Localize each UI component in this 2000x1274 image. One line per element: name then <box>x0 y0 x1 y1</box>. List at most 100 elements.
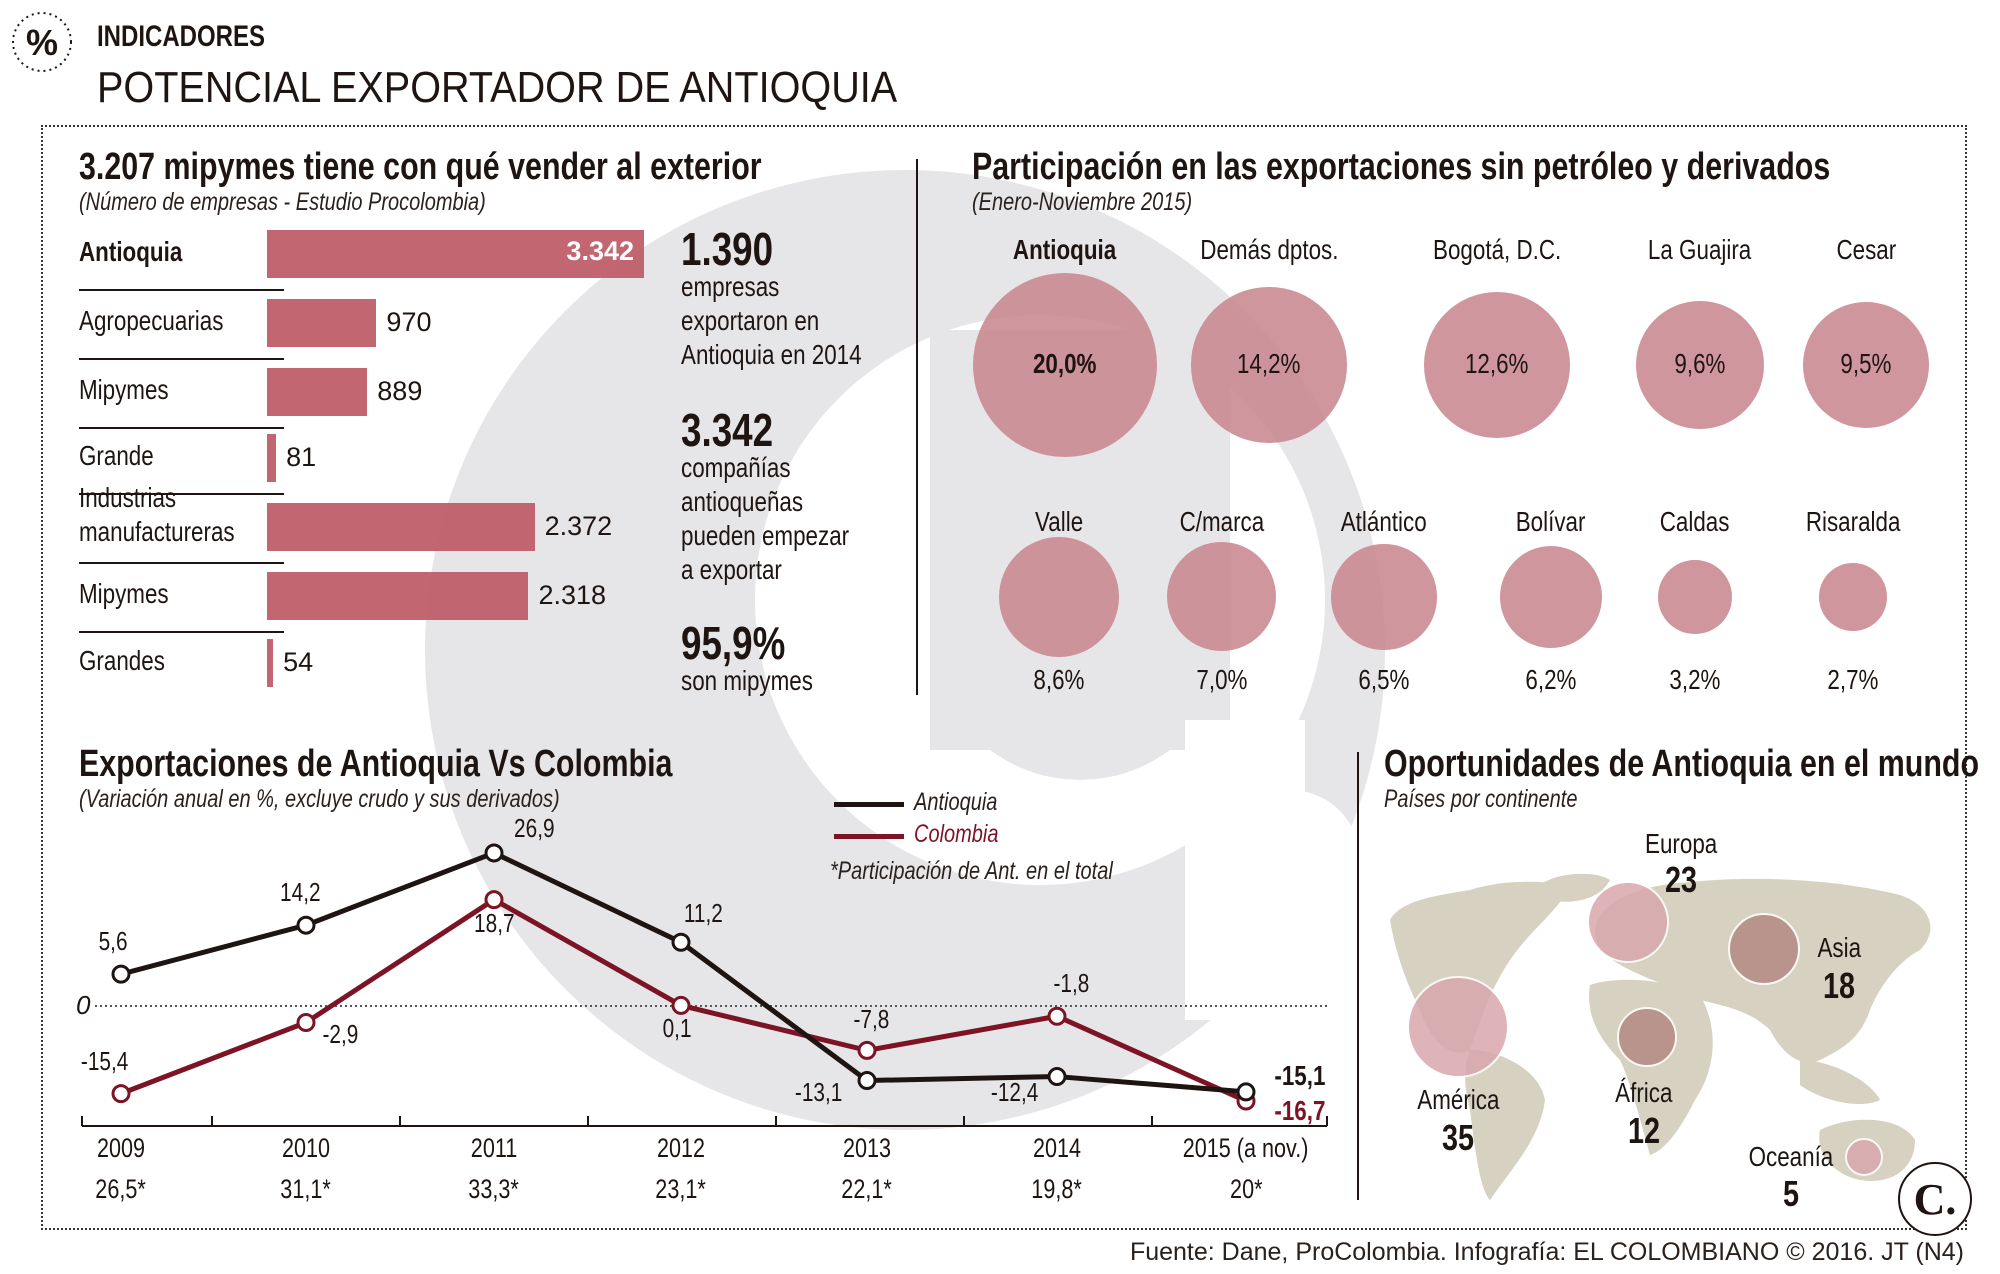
bubble-label-text: Caldas <box>1660 506 1730 537</box>
x-tick-label-text: 2012 <box>656 1133 706 1163</box>
data-point <box>296 915 316 935</box>
x-tick-label: 2012 <box>581 1133 781 1164</box>
bubble <box>998 536 1120 658</box>
data-label-text: -15,1 <box>1274 1059 1326 1091</box>
line-chart-footnote: *Participación de Ant. en el total <box>830 857 1113 885</box>
bubble-value: 20,0% <box>955 348 1175 380</box>
stat-text-line: Antioquia en 2014 <box>681 339 862 370</box>
data-label-text: -2,9 <box>322 1018 358 1049</box>
participation-label-text: 22,1* <box>841 1174 893 1204</box>
stat-text: Antioquia en 2014 <box>681 338 907 372</box>
bar-value-label: 889 <box>377 376 423 406</box>
bubble-label-text: C/marca <box>1179 506 1265 537</box>
data-label-text: 26,9 <box>513 812 555 843</box>
bubble-value: 2,7% <box>1743 664 1963 696</box>
x-tick-label-text: 2011 <box>470 1133 518 1163</box>
stat-text-line: pueden empezar <box>681 520 850 551</box>
bar <box>267 299 377 347</box>
participation-label: 31,1* <box>206 1174 406 1205</box>
bubble-value-text: 14,2% <box>1237 348 1301 379</box>
bubble-value-text: 2,7% <box>1827 664 1879 695</box>
legend-label-colombia: Colombia <box>914 820 999 848</box>
data-label: -12,4 <box>955 1077 1075 1108</box>
bar-chart-subtitle: (Número de empresas - Estudio Procolombi… <box>79 188 486 216</box>
data-point <box>484 843 504 863</box>
el-colombiano-logo: C. <box>1898 1162 1972 1236</box>
row-separator <box>79 631 284 633</box>
x-tick-label: 2011 <box>394 1133 594 1164</box>
bar-label: Antioquia <box>79 236 269 268</box>
participation-label: 19,8* <box>957 1174 1157 1205</box>
bubble-label-text: La Guajira <box>1648 234 1752 265</box>
legend-swatch-colombia <box>834 834 904 839</box>
bar-label: Industrias manufactureras <box>79 481 269 549</box>
data-point <box>857 1071 877 1091</box>
bar-label-text: Antioquia <box>79 236 183 267</box>
bubble-value: 8,6% <box>949 664 1169 696</box>
data-point <box>111 964 131 984</box>
bubble <box>1331 544 1437 650</box>
continent-bubble <box>1844 1137 1884 1177</box>
bar-value-label: 970 <box>386 307 432 337</box>
data-label: 14,2 <box>240 877 360 908</box>
legend-label-antioquia: Antioquia <box>914 788 998 816</box>
continent-count: 12 <box>1544 1110 1744 1152</box>
data-label-text: -13,1 <box>795 1076 843 1107</box>
stat-text: pueden empezar <box>681 519 891 553</box>
bar-label: Agropecuarias <box>79 305 269 337</box>
divider <box>916 159 918 695</box>
greenland-shape <box>1540 873 1610 902</box>
data-label: -16,7 <box>1240 1095 1360 1127</box>
row-separator <box>79 358 284 360</box>
stat-text-line: son mipymes <box>681 665 813 696</box>
stat-value: 3.342 <box>681 403 796 457</box>
participation-label: 33,3* <box>394 1174 594 1205</box>
bubble-value-text: 6,5% <box>1358 664 1410 695</box>
data-label-text: -15,4 <box>81 1045 129 1076</box>
data-point <box>296 1013 316 1033</box>
bubble-value: 9,6% <box>1590 348 1810 380</box>
data-label-text: 0,1 <box>662 1013 692 1044</box>
continent-bubble <box>1407 976 1509 1078</box>
continent-bubble <box>1727 912 1801 986</box>
bar-label: Grande <box>79 440 269 472</box>
svg-text:C.: C. <box>1914 1175 1957 1224</box>
bubble-label-text: Antioquia <box>1013 234 1117 265</box>
bar-label-text: Industrias manufactureras <box>79 482 235 547</box>
bar-label: Mipymes <box>79 578 269 610</box>
continent-name: África <box>1544 1077 1744 1109</box>
stat-text-line: compañías <box>681 452 791 483</box>
southeast-asia-shape <box>1800 1060 1880 1105</box>
bubble-label: Cesar <box>1756 234 1976 266</box>
bar <box>267 503 535 551</box>
bubble <box>1819 563 1887 631</box>
stat-value-text: 3.342 <box>681 404 774 456</box>
stat-value: 1.390 <box>681 222 796 276</box>
bubble-value: 3,2% <box>1585 664 1805 696</box>
participation-label-text: 23,1* <box>655 1174 707 1204</box>
data-label-text: 18,7 <box>473 907 515 938</box>
bubble-label-text: Atlántico <box>1341 506 1427 537</box>
bubble-label-text: Risaralda <box>1805 506 1901 537</box>
participation-label-text: 31,1* <box>280 1174 332 1204</box>
participation-label: 26,5* <box>21 1174 221 1205</box>
data-label-text: -12,4 <box>991 1076 1039 1107</box>
bar-label-text: Grandes <box>79 645 165 676</box>
x-tick-label: 2009 <box>21 1133 221 1164</box>
bubble-label-text: Cesar <box>1836 234 1896 265</box>
data-label: 18,7 <box>434 908 554 939</box>
bar-value-label: 2.372 <box>544 511 613 541</box>
bar-label: Grandes <box>79 645 269 677</box>
stat-value-text: 1.390 <box>681 223 774 275</box>
bubble-label: Valle <box>949 506 1169 538</box>
bar <box>267 639 274 687</box>
bubble-label-text: Bogotá, D.C. <box>1432 234 1562 265</box>
data-point <box>1236 1082 1256 1102</box>
continent-name: Oceanía <box>1691 1141 1891 1173</box>
bubble <box>1499 545 1603 649</box>
continent-name-text: América <box>1416 1084 1500 1115</box>
continent-bubble <box>1586 880 1670 964</box>
data-label: 5,6 <box>53 926 173 957</box>
data-label: 11,2 <box>643 898 763 929</box>
x-tick-label-text: 2009 <box>96 1133 146 1163</box>
